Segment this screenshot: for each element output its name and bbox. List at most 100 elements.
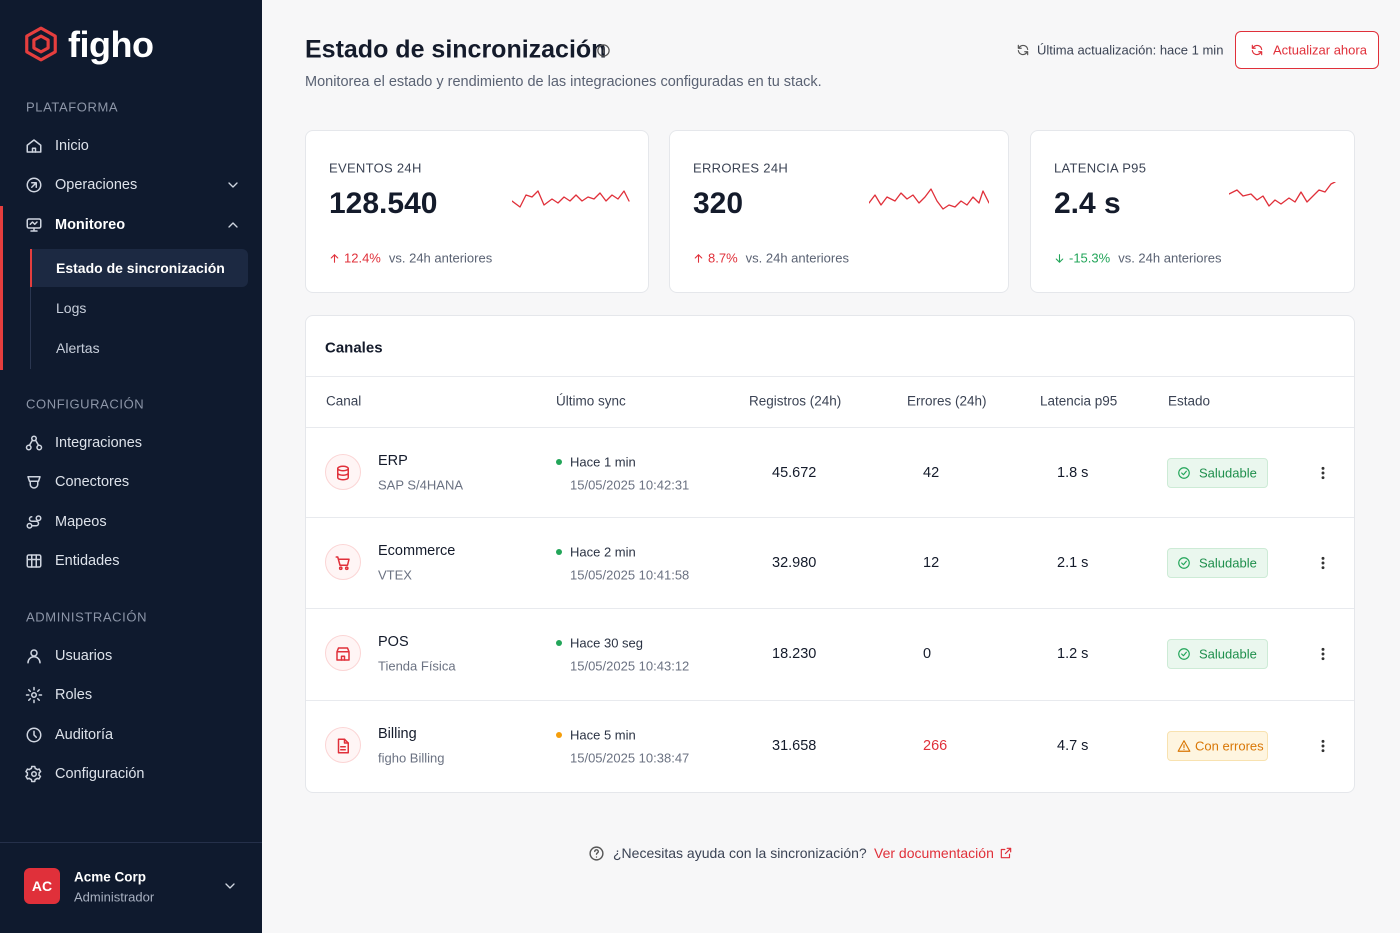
icon-part (31, 771, 37, 777)
kpi-label: LATENCIA P95 (1054, 160, 1147, 176)
nav-label: Usuarios (55, 647, 113, 664)
chevron (228, 221, 238, 228)
nav-icon (26, 554, 42, 568)
sync-timestamp: 15/05/2025 10:43:12 (570, 658, 690, 674)
icon-part (31, 182, 37, 189)
sub-label: Alertas (56, 339, 100, 356)
nav-item[interactable] (16, 543, 248, 579)
icon-part (225, 883, 235, 889)
icon-part (29, 480, 39, 489)
nav-item[interactable] (16, 128, 248, 164)
icon-part (29, 220, 38, 232)
status-label: Con errores (1195, 738, 1264, 754)
last-update: Última actualización: hace 1 min (1037, 42, 1224, 58)
section-title: CONFIGURACIÓN (26, 396, 145, 412)
trend-icon (694, 253, 702, 263)
status-icon (1178, 557, 1190, 569)
row-menu[interactable] (1315, 465, 1331, 481)
icon-part (1178, 557, 1190, 569)
user-divider (0, 842, 262, 843)
icon-part (1321, 556, 1325, 560)
nav-item[interactable] (16, 464, 248, 500)
nav-item[interactable] (16, 504, 248, 540)
refresh-button[interactable] (1235, 31, 1379, 69)
icon-part (28, 439, 40, 446)
icon-part (26, 554, 42, 568)
user-name: Acme Corp (74, 869, 147, 885)
icon-part (593, 848, 599, 858)
channel-system: figho Billing (378, 750, 445, 766)
channel-icon (336, 647, 350, 661)
nav-label: Entidades (55, 552, 120, 569)
icon-part (512, 190, 630, 208)
help-icon (588, 845, 604, 861)
kpi-label: EVENTOS 24H (329, 160, 422, 176)
row-menu[interactable] (1315, 555, 1331, 571)
status-badge (1167, 458, 1268, 488)
sub-label: Estado de sincronización (56, 259, 225, 276)
icon-part (1321, 476, 1325, 480)
nav-label: Operaciones (55, 177, 138, 194)
sync-relative: Hace 5 min (570, 727, 636, 743)
channel-icon-bg (325, 635, 361, 671)
icon-part (336, 647, 350, 661)
status-icon (1177, 740, 1191, 752)
doc-link[interactable]: Ver documentación (874, 845, 994, 861)
icon-part (340, 655, 346, 661)
icon-part (338, 566, 343, 571)
avatar-initials: AC (31, 878, 53, 894)
latency: 1.8 s (1057, 464, 1089, 481)
nav-icon (26, 514, 42, 529)
errors: 12 (923, 554, 940, 571)
icon-part (1177, 740, 1191, 752)
icon-part (340, 738, 349, 751)
nav-item[interactable] (16, 638, 248, 674)
latency: 2.1 s (1057, 554, 1089, 571)
kpi-value: 2.4 s (1054, 187, 1121, 220)
kpi-card (1030, 130, 1355, 293)
sidebar: figho PLATAFORMA Inicio Operaciones Monitore… (0, 0, 262, 933)
nav-icon (27, 476, 41, 489)
nav-item[interactable] (16, 677, 248, 713)
icon-part (1181, 651, 1187, 657)
nav-item[interactable] (16, 207, 248, 243)
chevron (228, 182, 238, 188)
icon-part (1321, 652, 1325, 656)
icon-part (1321, 471, 1325, 475)
channel-system: VTEX (378, 567, 412, 583)
channel-icon-bg (325, 544, 361, 580)
icon-part (28, 515, 40, 526)
row-menu[interactable] (1315, 738, 1331, 754)
nav-label: Auditoría (55, 726, 114, 743)
records: 32.980 (772, 554, 817, 571)
nav-label: Mapeos (55, 513, 107, 530)
header-top-border (306, 376, 1354, 377)
kpi-value: 320 (693, 187, 744, 220)
icon-part (31, 435, 37, 442)
kpi-change: 12.4% (344, 250, 381, 266)
sync-timestamp: 15/05/2025 10:38:47 (570, 750, 690, 766)
icon-part (330, 253, 338, 263)
channel-system: SAP S/4HANA (378, 477, 464, 493)
icon-part (344, 566, 349, 571)
sub-line (30, 248, 31, 369)
kpi-label: ERRORES 24H (693, 160, 789, 176)
kpi-value: 128.540 (329, 187, 438, 220)
icon-part (31, 692, 37, 699)
sub-item-active[interactable] (30, 248, 248, 287)
header-bottom-border (306, 427, 1354, 428)
row-menu[interactable] (1315, 646, 1331, 662)
column-header: Último sync (556, 393, 626, 409)
icon-part (1321, 647, 1325, 651)
section-title: PLATAFORMA (26, 99, 119, 115)
channel-icon-bg (325, 727, 361, 763)
icon-part (1181, 470, 1187, 476)
nav-icon (26, 727, 42, 743)
column-header: Registros (24h) (749, 393, 842, 409)
status-icon (1178, 648, 1190, 660)
icon-part (26, 139, 42, 153)
refresh-icon (1017, 44, 1029, 56)
sync-dot (556, 640, 562, 646)
icon-part (869, 188, 989, 210)
nav-item[interactable] (16, 717, 248, 753)
